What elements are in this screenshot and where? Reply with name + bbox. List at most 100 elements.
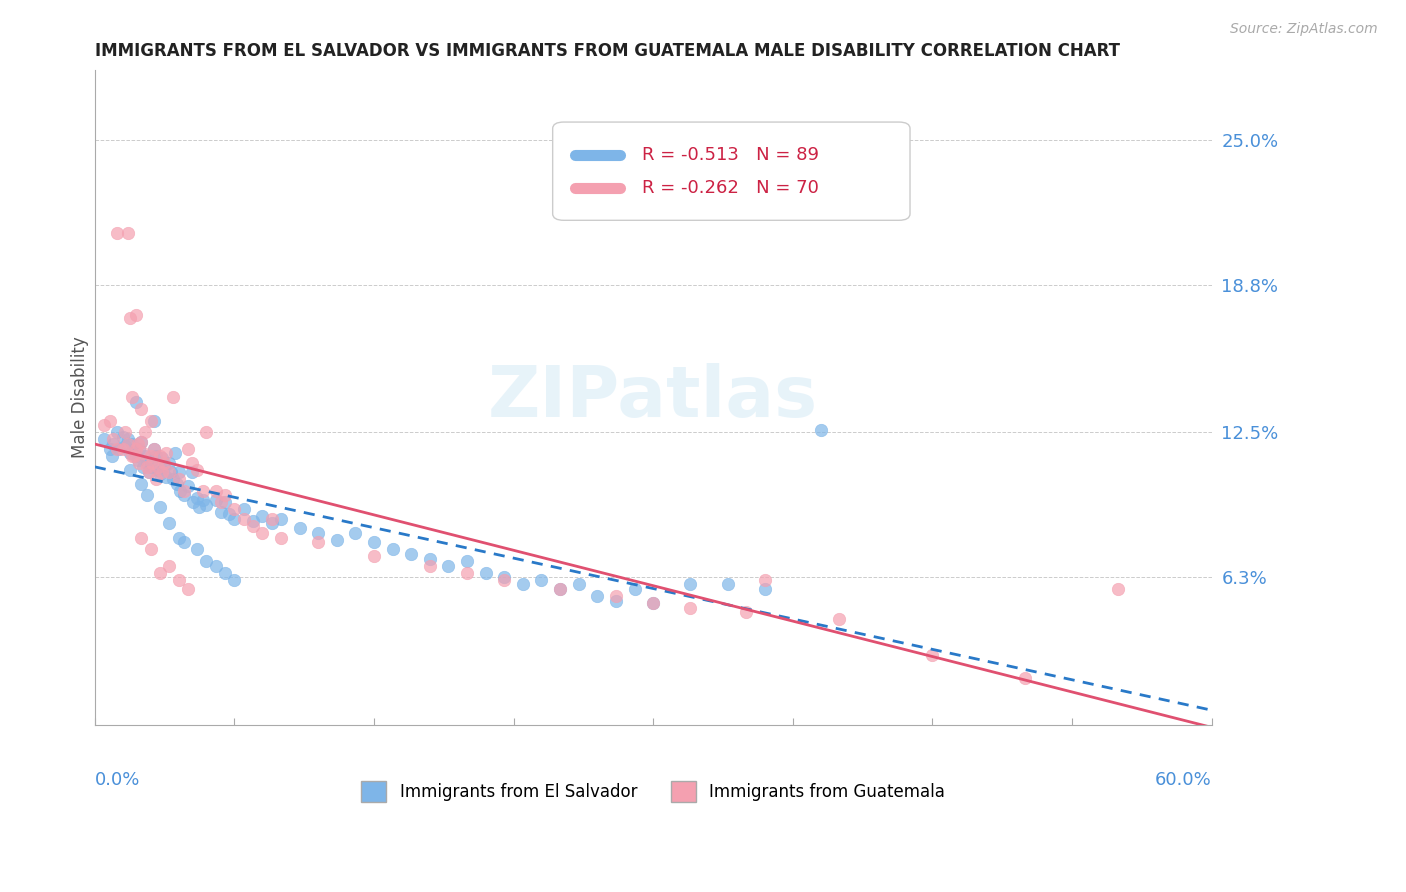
Point [143,413,166,427]
Point [204,483,226,498]
Point [125,394,148,409]
Point [717,577,740,591]
Point [131,434,153,449]
Point [120,310,142,325]
Point [399,547,422,561]
Point [146,463,169,477]
Point [494,573,516,587]
Point [307,535,329,549]
Point [135,460,157,475]
Point [167,531,190,545]
Point [139,460,162,475]
Point [143,442,166,456]
Point [1014,671,1036,685]
Point [474,566,496,580]
Point [141,453,163,467]
Point [307,525,329,540]
Point [173,483,195,498]
Point [108,442,131,456]
Point [114,425,136,440]
Point [105,442,128,456]
Point [191,483,214,498]
Point [155,446,177,460]
Point [260,516,283,531]
Point [103,437,125,451]
Point [143,442,166,456]
Point [214,488,236,502]
Point [232,502,254,516]
Point [152,456,174,470]
Point [270,512,292,526]
Point [456,554,478,568]
Point [127,437,149,451]
Point [252,509,274,524]
Point [381,542,404,557]
Point [224,502,246,516]
Point [163,446,186,460]
Point [100,449,122,463]
Point [363,549,385,564]
Point [204,493,226,508]
Point [183,495,205,509]
Point [157,456,180,470]
Point [242,514,264,528]
Point [186,491,208,505]
Point [209,505,232,519]
Point [191,493,214,508]
Point [195,554,218,568]
Point [605,589,627,603]
Point [105,425,128,440]
Point [188,500,211,515]
Point [166,476,188,491]
Point [204,558,226,573]
Point [117,227,139,241]
Point [754,582,776,596]
Point [735,606,758,620]
Point [437,558,460,573]
Point [93,432,115,446]
Point [149,566,172,580]
Point [195,425,218,440]
Point [145,449,167,463]
Text: 60.0%: 60.0% [1154,771,1212,789]
Point [260,512,283,526]
Point [224,512,246,526]
Point [167,465,190,479]
Point [149,449,172,463]
Point [679,600,702,615]
Point [155,469,177,483]
Y-axis label: Male Disability: Male Disability [72,336,89,458]
Point [125,442,148,456]
Text: IMMIGRANTS FROM EL SALVADOR VS IMMIGRANTS FROM GUATEMALA MALE DISABILITY CORRELA: IMMIGRANTS FROM EL SALVADOR VS IMMIGRANT… [94,42,1119,60]
Point [114,439,136,453]
Point [127,453,149,467]
Point [169,483,191,498]
Point [98,442,121,456]
Point [494,570,516,584]
Point [568,577,591,591]
Point [149,500,172,515]
Point [344,525,367,540]
Point [177,442,200,456]
Point [252,525,274,540]
Point [530,573,553,587]
Text: ZIPatlas: ZIPatlas [488,363,818,432]
Point [146,460,169,475]
Point [548,582,571,596]
Point [288,521,311,535]
Point [138,465,160,479]
Point [152,460,174,475]
Point [150,465,173,479]
Point [122,444,145,458]
Point [419,558,441,573]
Point [134,425,156,440]
Point [141,456,163,470]
Point [93,418,115,433]
Point [214,495,236,509]
Point [162,390,184,404]
Point [122,449,145,463]
Point [177,582,200,596]
Point [1108,582,1130,596]
Point [157,516,180,531]
Point [121,449,143,463]
